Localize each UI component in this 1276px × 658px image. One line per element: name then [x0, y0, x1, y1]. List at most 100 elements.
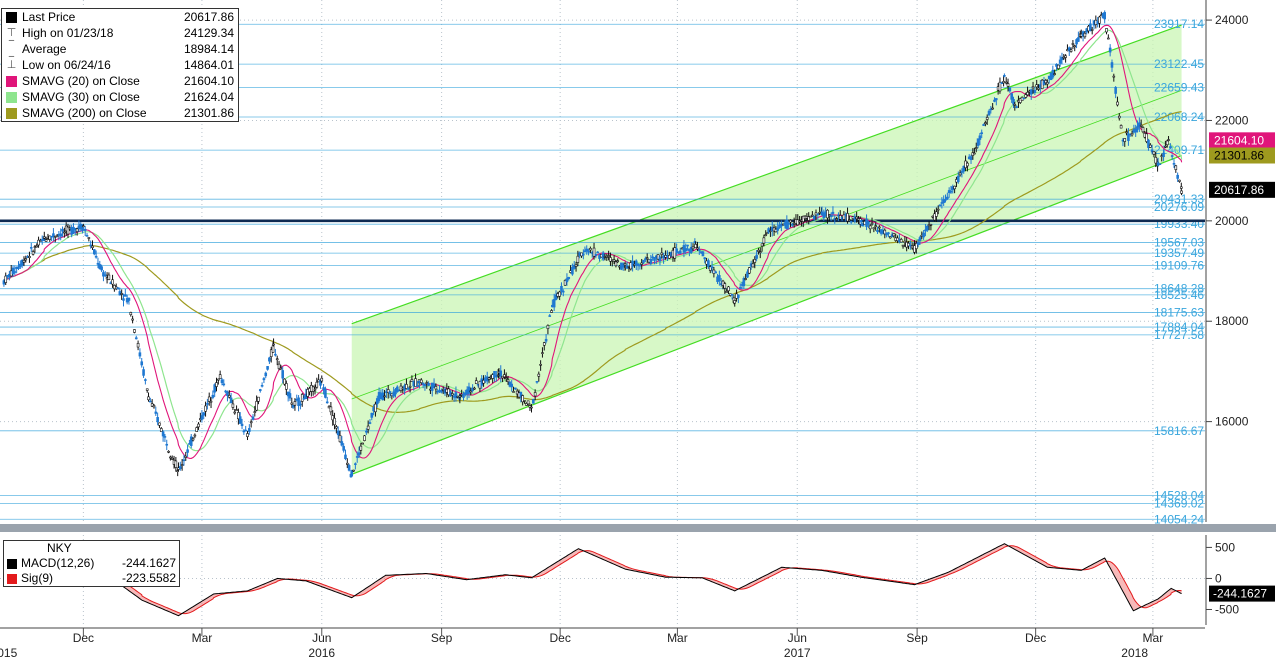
candle-body [350, 470, 354, 477]
candle-body [158, 422, 161, 426]
candle-body [262, 378, 266, 381]
candle-body [1015, 106, 1018, 108]
candle-body [268, 357, 271, 362]
candle-body [789, 219, 792, 223]
candle-body [315, 381, 319, 388]
candle-body [235, 409, 238, 411]
candle-body [714, 271, 718, 274]
candle-body [1035, 84, 1038, 88]
candle-body [1180, 190, 1183, 194]
candle-body [916, 241, 920, 246]
candle-body [39, 240, 42, 242]
candle-body [528, 405, 532, 408]
x-tick-label: Dec [1025, 631, 1046, 645]
candle-body [1058, 59, 1062, 64]
candle-body [835, 218, 838, 220]
candle-body [605, 255, 609, 258]
candle-body [684, 248, 688, 252]
candle-body [124, 294, 127, 297]
legend-swatch [6, 91, 17, 103]
macd-legend-value: -244.1627 [121, 556, 176, 570]
candle-body [1152, 151, 1156, 155]
level-label: 15816.67 [1154, 424, 1204, 438]
candle-body [725, 291, 728, 293]
legend-value: 21604.10 [183, 74, 234, 88]
candle-body [142, 369, 145, 376]
candle-body [227, 395, 231, 398]
candle-body [218, 374, 222, 379]
candle-body [473, 387, 476, 390]
candle-body [697, 249, 701, 251]
candle-body [809, 215, 812, 218]
candle-body [355, 456, 359, 458]
candle-body [1008, 87, 1012, 92]
candle-body [1162, 152, 1165, 158]
signal-line [3, 545, 1182, 615]
level-label: 14369.02 [1154, 496, 1204, 510]
candle-body [748, 267, 751, 274]
candle-body [253, 411, 257, 413]
candle-body [474, 380, 478, 384]
candle-body [791, 223, 794, 226]
level-label: 19109.76 [1154, 259, 1204, 273]
candle-body [138, 352, 142, 357]
macd-swatch [7, 558, 17, 569]
candle-body [987, 110, 991, 116]
candle-body [59, 233, 63, 237]
legend-value: 21624.04 [183, 90, 234, 104]
candle-body [122, 298, 125, 301]
candle-body [66, 226, 70, 235]
candle-body [609, 257, 612, 262]
candle-body [204, 405, 207, 412]
candle-body [1057, 64, 1060, 69]
candle-body [909, 244, 912, 247]
candle-body [374, 403, 377, 413]
signal-legend-label: Sig(9) [21, 571, 54, 585]
x-tick-label: Jun [788, 631, 807, 645]
macd-axis-label: -500 [1215, 602, 1239, 616]
candle-body [1003, 75, 1006, 77]
candle-body [405, 384, 408, 389]
channel-fill [351, 25, 1182, 475]
candle-body [623, 263, 627, 266]
candle-body [723, 283, 727, 289]
candle-body [147, 396, 150, 401]
candle-body [111, 279, 114, 285]
candle-body [796, 219, 800, 226]
candle-body [1141, 127, 1145, 133]
level-label: 18175.63 [1154, 305, 1204, 319]
candle-body [812, 215, 816, 220]
candle-body [903, 240, 907, 243]
candle-body [178, 466, 182, 469]
candle-body [82, 225, 85, 228]
candle-body [973, 152, 976, 155]
candle-body [530, 406, 533, 409]
candle-body [275, 358, 279, 361]
candle-body [925, 225, 929, 231]
high-marker-icon: ⊤ [6, 27, 17, 39]
candle-body [238, 416, 242, 424]
candle-body [1167, 139, 1170, 141]
candle-body [450, 393, 454, 396]
candle-body [571, 267, 574, 275]
candle-body [703, 257, 707, 260]
candle-body [52, 233, 55, 238]
candle-body [1110, 62, 1114, 68]
candle-body [594, 254, 598, 256]
legend-swatch [6, 75, 17, 87]
candle-body [506, 379, 510, 382]
candle-body [288, 393, 292, 399]
candle-body [542, 342, 546, 346]
level-label: 14528.04 [1154, 488, 1204, 502]
candle-body [170, 457, 174, 460]
candle-body [764, 234, 768, 236]
candle-body [737, 294, 740, 298]
candle-body [120, 293, 123, 295]
candle-body [888, 236, 892, 239]
candle-body [467, 386, 471, 394]
x-year-label: 2015 [0, 646, 18, 658]
legend-value: 24129.34 [183, 26, 234, 40]
candle-body [855, 216, 858, 220]
candle-body [1004, 81, 1008, 84]
candle-body [4, 275, 8, 283]
